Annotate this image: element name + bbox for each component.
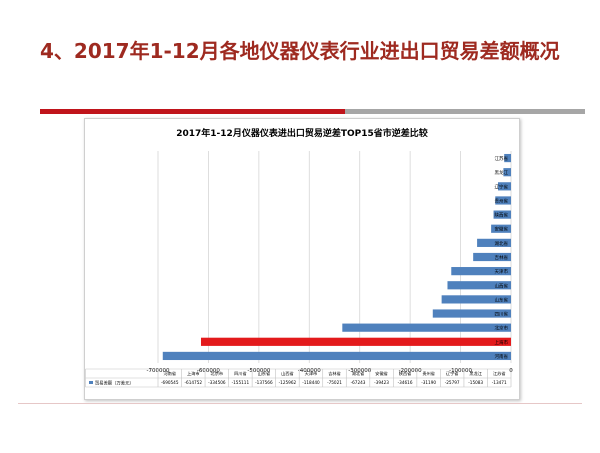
category-label: 吉林省 xyxy=(495,254,509,261)
table-category-cell: 天津市 xyxy=(305,370,318,377)
slide-title: 4、2017年1-12月各地仪器仪表行业进出口贸易差额概况 xyxy=(40,39,560,63)
table-value-cell: -690545 xyxy=(161,380,179,385)
table-value-cell: -118440 xyxy=(302,380,320,385)
table-value-cell: -31190 xyxy=(421,380,436,385)
slide-divider xyxy=(18,403,582,404)
table-category-cell: 辽宁省 xyxy=(446,370,459,377)
x-tick-label: -300000 xyxy=(348,368,371,374)
title-underline-gray xyxy=(345,109,585,114)
title-underline-red xyxy=(40,109,345,114)
table-value-cell: -39423 xyxy=(374,380,389,385)
bar-13 xyxy=(497,182,511,191)
bar-11 xyxy=(493,210,511,219)
table-value-cell: -13471 xyxy=(492,380,507,385)
bar-4 xyxy=(432,309,511,318)
category-label: 山东省 xyxy=(495,296,509,303)
category-label: 安徽省 xyxy=(495,226,509,233)
x-tick-label: -500000 xyxy=(247,368,270,374)
bar-3 xyxy=(342,323,511,332)
table-category-cell: 北京市 xyxy=(211,370,224,377)
legend-label: 贸易差额（万美元） xyxy=(95,379,134,386)
bar-8 xyxy=(473,252,511,262)
bar-1 xyxy=(162,351,512,361)
table-category-cell: 四川省 xyxy=(234,370,247,377)
category-label: 黑龙江 xyxy=(495,169,509,176)
table-category-cell: 陕西省 xyxy=(399,370,412,377)
bar-10 xyxy=(491,224,511,233)
x-tick-label: -400000 xyxy=(298,368,321,374)
table-category-cell: 山西省 xyxy=(281,370,294,377)
chart-panel: 2017年1-12月仪器仪表进出口贸易逆差TOP15省市逆差比较 河南省 上海市北… xyxy=(84,118,520,400)
bar-2 xyxy=(200,337,511,346)
table-category-cell: 山东省 xyxy=(258,370,271,377)
category-label: 湖北省 xyxy=(495,240,509,247)
bar-6 xyxy=(447,281,511,290)
table-value-cell: -155111 xyxy=(232,380,250,385)
table-value-cell: -334506 xyxy=(208,380,226,385)
bar-9 xyxy=(477,238,511,247)
table-category-cell: 上海市 xyxy=(187,370,200,377)
table-value-cell: -75021 xyxy=(327,380,342,385)
bar-14 xyxy=(503,168,511,177)
category-label: 贵州省 xyxy=(495,197,509,204)
bar-7 xyxy=(451,267,511,276)
category-label: 山西省 xyxy=(495,282,509,289)
table-value-cell: -67243 xyxy=(351,380,366,385)
category-label: 江苏省 xyxy=(495,155,509,162)
table-category-cell: 贵州省 xyxy=(422,370,435,377)
table-category-cell: 吉林省 xyxy=(328,370,341,377)
table-value-cell: -125962 xyxy=(279,380,297,385)
chart-title: 2017年1-12月仪器仪表进出口贸易逆差TOP15省市逆差比较 xyxy=(176,127,427,139)
category-label: 天津市 xyxy=(495,268,509,275)
category-label: 河南省 xyxy=(495,353,509,360)
table-category-cell: 河南省 xyxy=(163,370,176,377)
category-label: 四川省 xyxy=(495,311,509,318)
table-category-cell: 黑龙江 xyxy=(469,370,482,377)
bar-chart: 2017年1-12月仪器仪表进出口贸易逆差TOP15省市逆差比较 河南省上海市北… xyxy=(85,127,513,388)
category-label: 北京市 xyxy=(495,325,509,332)
table-value-cell: -614752 xyxy=(185,380,203,385)
category-label: 上海市 xyxy=(495,339,509,346)
table-category-cell: 湖北省 xyxy=(352,370,365,377)
bar-12 xyxy=(495,196,511,205)
table-value-cell: -34616 xyxy=(398,380,413,385)
x-tick-label: -200000 xyxy=(399,368,422,374)
bar-5 xyxy=(441,295,511,304)
table-category-cell: 安徽省 xyxy=(375,370,388,377)
category-label: 辽宁省 xyxy=(495,183,509,190)
table-value-cell: -137566 xyxy=(255,380,273,385)
category-label: 陕西省 xyxy=(495,212,509,219)
table-value-cell: -25797 xyxy=(445,380,460,385)
table-category-cell: 江苏省 xyxy=(493,370,506,377)
legend-swatch xyxy=(89,381,93,384)
x-tick-label: -600000 xyxy=(197,368,220,374)
table-value-cell: -15083 xyxy=(468,380,483,385)
bar-15 xyxy=(504,153,511,163)
x-tick-label: -100000 xyxy=(449,368,472,374)
